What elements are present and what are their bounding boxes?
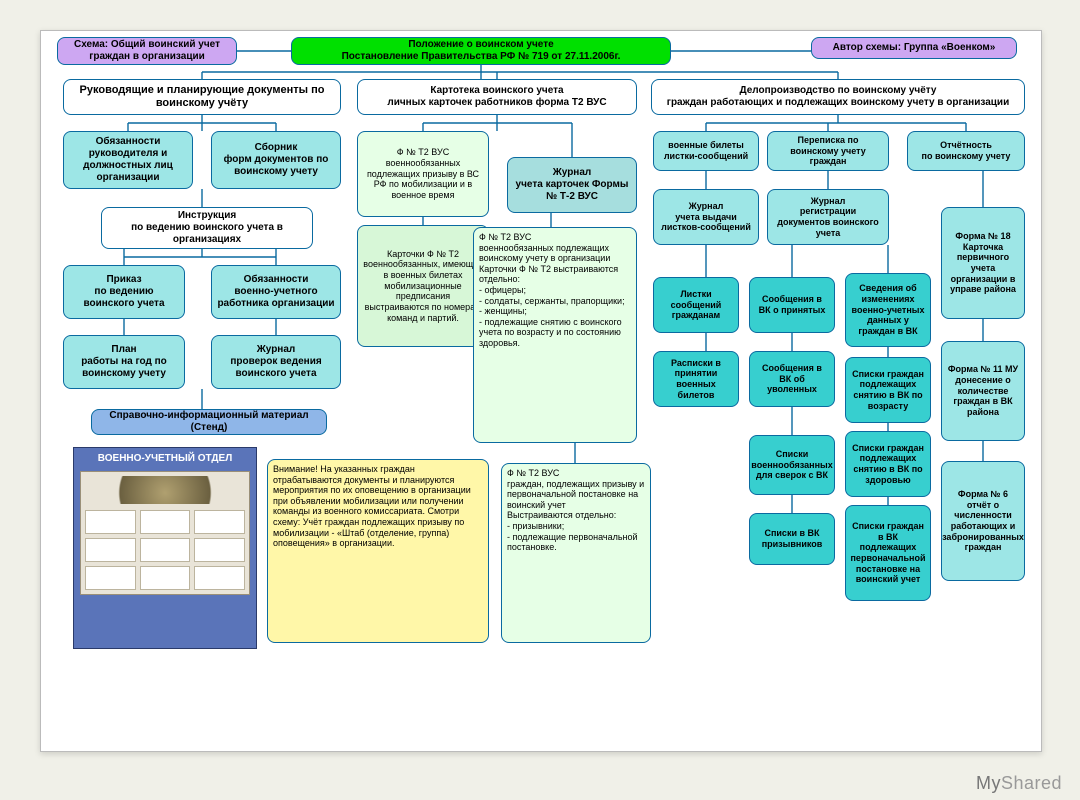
node-b5: Ф № Т2 ВУСграждан, подлежащих призыву и … xyxy=(501,463,651,643)
node-top_center: Положение о воинском учетеПостановление … xyxy=(291,37,671,65)
node-d8: Форма № 11 МУдонесение о количестве граж… xyxy=(941,341,1025,441)
node-r2: Картотека воинского учеталичных карточек… xyxy=(357,79,637,115)
watermark: MyShared xyxy=(976,773,1062,794)
node-b4: Ф № Т2 ВУСвоеннообязанных подлежащих вои… xyxy=(473,227,637,443)
node-d10: Списки граждан подлежащих снятию в ВК по… xyxy=(845,431,931,497)
info-stand: ВОЕННО-УЧЕТНЫЙ ОТДЕЛ xyxy=(73,447,257,649)
stand-title: ВОЕННО-УЧЕТНЫЙ ОТДЕЛ xyxy=(74,448,256,469)
node-d7: Списки граждан подлежащих снятию в ВК по… xyxy=(845,357,931,423)
node-d1: Листки сообщений гражданам xyxy=(653,277,739,333)
node-a2: Сборникформ документов по воинскому учет… xyxy=(211,131,341,189)
node-c1: военные билетылистки-сообщений xyxy=(653,131,759,171)
node-c3: Отчётностьпо воинскому учету xyxy=(907,131,1025,171)
node-b2: Журналучета карточек Формы № Т-2 ВУС xyxy=(507,157,637,213)
node-top_right: Автор схемы: Группа «Военком» xyxy=(811,37,1017,59)
node-a3: Инструкцияпо ведению воинского учета в о… xyxy=(101,207,313,249)
node-d9: Списки военнообязанных для сверок с ВК xyxy=(749,435,835,495)
node-a1: Обязанности руководителя и должностных л… xyxy=(63,131,193,189)
node-d5: Расписки в принятии военных билетов xyxy=(653,351,739,407)
node-b1: Ф № Т2 ВУСвоеннообязанных подлежащих при… xyxy=(357,131,489,217)
node-r3: Делопроизводство по воинскому учётугражд… xyxy=(651,79,1025,115)
node-d13: Списки граждан в ВК подлежащих первонача… xyxy=(845,505,931,601)
watermark-prefix: My xyxy=(976,773,1001,793)
watermark-suffix: Shared xyxy=(1001,773,1062,793)
node-d11: Форма № 6отчёт о численности работающих … xyxy=(941,461,1025,581)
node-r1: Руководящие и планирующие документы по в… xyxy=(63,79,341,115)
node-c2: Переписка по воинскому учету граждан xyxy=(767,131,889,171)
node-d6: Сообщения в ВК об уволенных xyxy=(749,351,835,407)
node-top_left: Схема: Общий воинский учет граждан в орг… xyxy=(57,37,237,65)
node-stand_label: Справочно-информационный материал (Стенд… xyxy=(91,409,327,435)
node-d12: Списки в ВК призывников xyxy=(749,513,835,565)
node-att: Внимание! На указанных граждан отрабатыв… xyxy=(267,459,489,643)
node-a5: Обязанностивоенно-учетного работника орг… xyxy=(211,265,341,319)
stand-board xyxy=(80,471,250,595)
diagram-canvas: Схема: Общий воинский учет граждан в орг… xyxy=(40,30,1042,752)
node-d4: Форма № 18Карточка первичного учета орга… xyxy=(941,207,1025,319)
node-c4: Журналучета выдачи листков-сообщений xyxy=(653,189,759,245)
node-a4: Приказпо ведению воинского учета xyxy=(63,265,185,319)
node-a7: Журналпроверок ведения воинского учета xyxy=(211,335,341,389)
node-c5: Журналрегистрации документов воинского у… xyxy=(767,189,889,245)
node-a6: Планработы на год по воинскому учету xyxy=(63,335,185,389)
node-d2: Сообщения в ВК о принятых xyxy=(749,277,835,333)
node-b3: Карточки Ф № Т2 военнообязанных, имеющих… xyxy=(357,225,489,347)
node-d3: Сведения об изменениях военно-учетных да… xyxy=(845,273,931,347)
